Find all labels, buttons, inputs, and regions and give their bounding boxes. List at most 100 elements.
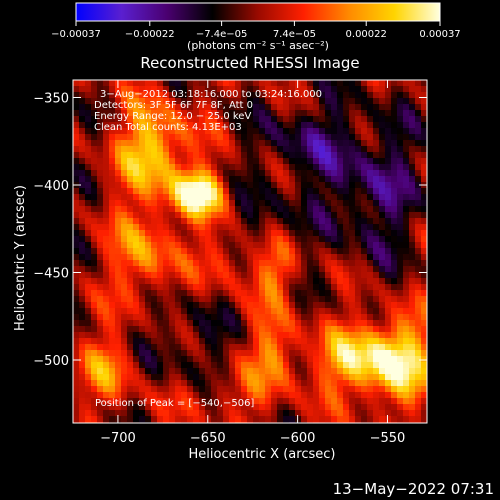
heatmap-cell bbox=[319, 374, 326, 381]
heatmap-cell bbox=[175, 368, 182, 375]
heatmap-cell bbox=[337, 212, 344, 219]
heatmap-cell bbox=[337, 266, 344, 273]
heatmap-cell bbox=[241, 230, 248, 237]
heatmap-cell bbox=[97, 134, 104, 141]
heatmap-cell bbox=[301, 296, 308, 303]
heatmap-cell bbox=[223, 392, 230, 399]
heatmap-cell bbox=[259, 116, 266, 123]
heatmap-cell bbox=[151, 122, 158, 129]
heatmap-cell bbox=[145, 296, 152, 303]
heatmap-cell bbox=[397, 404, 404, 411]
heatmap-cell bbox=[271, 218, 278, 225]
heatmap-cell bbox=[265, 188, 272, 195]
heatmap-cell bbox=[115, 248, 122, 255]
heatmap-cell bbox=[367, 344, 374, 351]
heatmap-cell bbox=[139, 182, 146, 189]
heatmap-cell bbox=[253, 92, 260, 99]
heatmap-cell bbox=[181, 176, 188, 183]
heatmap-cell bbox=[229, 110, 236, 117]
heatmap-cell bbox=[289, 344, 296, 351]
heatmap-cell bbox=[349, 242, 356, 249]
heatmap-cell bbox=[127, 212, 134, 219]
heatmap-cell bbox=[349, 416, 356, 423]
heatmap-cell bbox=[295, 104, 302, 111]
heatmap-cell bbox=[235, 158, 242, 165]
heatmap-cell bbox=[181, 98, 188, 105]
heatmap-cell bbox=[301, 350, 308, 357]
heatmap-cell bbox=[337, 344, 344, 351]
heatmap-cell bbox=[79, 242, 86, 249]
heatmap-cell bbox=[247, 272, 254, 279]
heatmap-cell bbox=[241, 338, 248, 345]
heatmap-cell bbox=[127, 128, 134, 135]
heatmap-cell bbox=[139, 338, 146, 345]
heatmap-cell bbox=[259, 152, 266, 159]
heatmap-cell bbox=[73, 212, 80, 219]
heatmap-cell bbox=[79, 188, 86, 195]
heatmap-cell bbox=[331, 146, 338, 153]
heatmap-cell bbox=[229, 170, 236, 177]
heatmap-cell bbox=[109, 242, 116, 249]
heatmap-cell bbox=[73, 350, 80, 357]
heatmap-cell bbox=[97, 242, 104, 249]
heatmap-cell bbox=[91, 326, 98, 333]
heatmap-cell bbox=[157, 326, 164, 333]
heatmap-cell bbox=[139, 284, 146, 291]
heatmap-cell bbox=[109, 332, 116, 339]
heatmap-cell bbox=[421, 368, 427, 375]
heatmap-cell bbox=[121, 248, 128, 255]
heatmap-cell bbox=[199, 284, 206, 291]
heatmap-cell bbox=[331, 338, 338, 345]
heatmap-cell bbox=[307, 302, 314, 309]
heatmap-cell bbox=[85, 392, 92, 399]
heatmap-cell bbox=[337, 374, 344, 381]
heatmap-cell bbox=[277, 170, 284, 177]
heatmap-cell bbox=[379, 296, 386, 303]
heatmap-cell bbox=[337, 80, 344, 87]
heatmap-cell bbox=[145, 200, 152, 207]
heatmap-cell bbox=[367, 104, 374, 111]
heatmap-cell bbox=[223, 410, 230, 417]
heatmap-cell bbox=[289, 134, 296, 141]
heatmap-cell bbox=[121, 104, 128, 111]
heatmap-cell bbox=[217, 140, 224, 147]
heatmap-cell bbox=[235, 404, 242, 411]
heatmap-cell bbox=[337, 248, 344, 255]
heatmap-cell bbox=[91, 302, 98, 309]
heatmap-cell bbox=[151, 338, 158, 345]
heatmap-cell bbox=[349, 410, 356, 417]
heatmap-cell bbox=[235, 212, 242, 219]
heatmap-cell bbox=[367, 200, 374, 207]
heatmap-cell bbox=[415, 212, 422, 219]
heatmap-cell bbox=[391, 374, 398, 381]
heatmap-cell bbox=[391, 380, 398, 387]
heatmap-cell bbox=[277, 80, 284, 87]
heatmap-cell bbox=[241, 290, 248, 297]
heatmap-cell bbox=[331, 392, 338, 399]
heatmap-cell bbox=[361, 296, 368, 303]
heatmap-cell bbox=[307, 260, 314, 267]
heatmap-cell bbox=[79, 110, 86, 117]
heatmap-cell bbox=[175, 98, 182, 105]
heatmap-cell bbox=[121, 122, 128, 129]
heatmap-cell bbox=[103, 350, 110, 357]
heatmap-cell bbox=[133, 212, 140, 219]
heatmap-cell bbox=[151, 260, 158, 267]
heatmap-cell bbox=[373, 146, 380, 153]
heatmap-cell bbox=[331, 248, 338, 255]
heatmap-cell bbox=[403, 242, 410, 249]
heatmap-cell bbox=[415, 308, 422, 315]
heatmap-cell bbox=[91, 350, 98, 357]
heatmap-cell bbox=[157, 356, 164, 363]
heatmap-cell bbox=[211, 104, 218, 111]
heatmap-cell bbox=[295, 248, 302, 255]
heatmap-cell bbox=[205, 398, 212, 405]
heatmap-cell bbox=[217, 230, 224, 237]
heatmap-cell bbox=[409, 170, 416, 177]
heatmap-cell bbox=[223, 248, 230, 255]
heatmap-cell bbox=[169, 140, 176, 147]
heatmap-cell bbox=[205, 326, 212, 333]
heatmap-cell bbox=[115, 272, 122, 279]
heatmap-cell bbox=[115, 200, 122, 207]
heatmap-cell bbox=[397, 194, 404, 201]
